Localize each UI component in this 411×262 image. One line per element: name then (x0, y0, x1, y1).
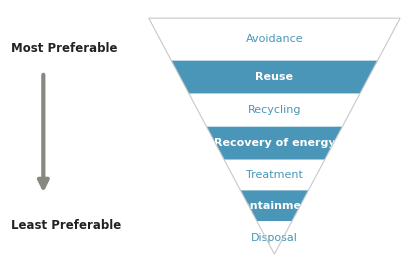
Polygon shape (257, 221, 292, 254)
Polygon shape (224, 160, 325, 190)
Polygon shape (171, 61, 377, 94)
Polygon shape (207, 127, 342, 160)
Text: Recovery of energy: Recovery of energy (214, 138, 335, 148)
Text: Least Preferable: Least Preferable (11, 219, 121, 232)
Polygon shape (189, 94, 360, 127)
Polygon shape (149, 18, 400, 61)
Text: Reuse: Reuse (255, 72, 293, 82)
Text: Most Preferable: Most Preferable (11, 42, 118, 56)
Text: Avoidance: Avoidance (246, 34, 303, 44)
Text: Containment: Containment (234, 201, 314, 211)
Text: Treatment: Treatment (246, 170, 303, 180)
Polygon shape (240, 190, 308, 221)
Text: Disposal: Disposal (251, 233, 298, 243)
Text: Recycling: Recycling (248, 105, 301, 115)
